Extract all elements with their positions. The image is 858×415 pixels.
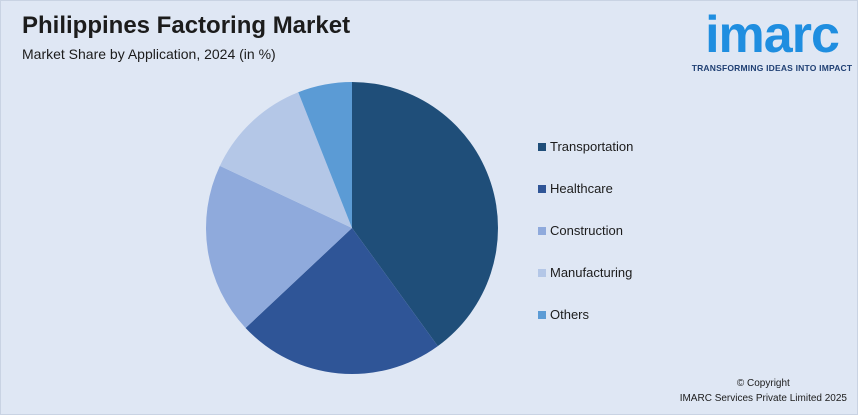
copyright-line-1: © Copyright (736, 378, 790, 389)
chart-title: Philippines Factoring Market (22, 12, 351, 39)
legend-item-manufacturing: Manufacturing (538, 265, 633, 307)
pie-slice-construction (206, 165, 352, 328)
logo-wordmark: imarc (705, 6, 840, 64)
legend-swatch (538, 311, 546, 319)
imarc-logo: imarc TRANSFORMING IDEAS INTO IMPACT (687, 9, 857, 73)
chart-legend: Transportation Healthcare Construction Manu… (538, 139, 633, 349)
chart-subtitle: Market Share by Application, 2024 (in %) (22, 46, 276, 62)
pie-slice-others (298, 82, 352, 228)
legend-item-transportation: Transportation (538, 139, 633, 181)
logo-tagline: TRANSFORMING IDEAS INTO IMPACT (691, 63, 853, 73)
copyright-notice: © Copyright IMARC Services Private Limit… (680, 376, 847, 406)
legend-label: Healthcare (550, 181, 613, 196)
legend-label: Transportation (550, 139, 634, 154)
copyright-line-2: IMARC Services Private Limited 2025 (679, 393, 847, 404)
legend-swatch (538, 227, 546, 235)
legend-label: Manufacturing (550, 265, 633, 280)
pie-slice-manufacturing (219, 92, 352, 229)
legend-swatch (538, 143, 546, 151)
legend-label: Others (550, 307, 590, 322)
legend-item-others: Others (538, 307, 633, 349)
pie-slice-transportation (352, 82, 498, 347)
legend-item-construction: Construction (538, 223, 633, 265)
legend-swatch (538, 185, 546, 193)
pie-slice-healthcare (245, 228, 438, 375)
legend-item-healthcare: Healthcare (538, 181, 633, 223)
legend-label: Construction (550, 223, 623, 238)
legend-swatch (538, 269, 546, 277)
